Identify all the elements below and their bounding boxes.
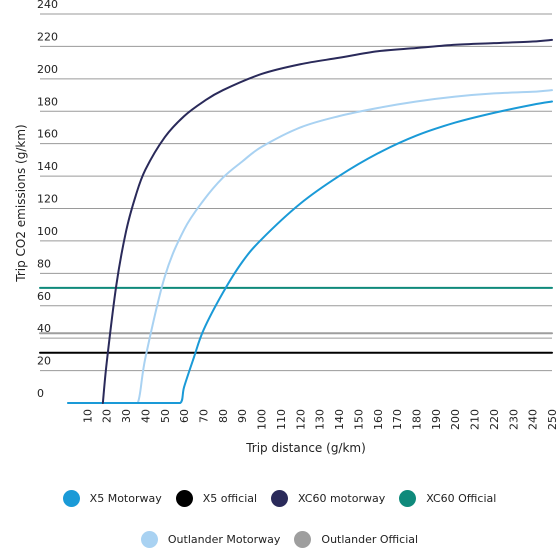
legend-label: Outlander Official	[321, 533, 419, 546]
x-tick-label: 170	[391, 409, 404, 430]
legend-swatch	[175, 490, 193, 507]
y-tick-label: 240	[37, 0, 58, 11]
x-tick-label: 80	[217, 409, 230, 423]
legend-swatch	[271, 490, 289, 507]
x-axis-title: Trip distance (g/km)	[245, 441, 366, 455]
x-tick-label: 30	[120, 409, 133, 423]
y-axis-ticks: 0 20 40 60 80 100 120 140 160 180 200 220 240	[37, 0, 58, 400]
y-tick-label: 40	[37, 322, 51, 335]
series-line-xc60-motorway	[101, 38, 553, 404]
legend-swatch	[294, 531, 312, 548]
series-line-outlander-motorway	[67, 89, 553, 404]
legend-row-2: Outlander Motorway Outlander Official	[0, 531, 559, 548]
legend-swatch	[140, 531, 158, 548]
x-tick-label: 150	[352, 409, 365, 430]
x-tick-label: 180	[410, 409, 423, 430]
x-tick-label: 140	[333, 409, 346, 430]
x-axis-ticks: 10 20 30 40 50 60 70 80 90 100 110 120 130 140 150 160 1…	[81, 409, 559, 430]
y-tick-label: 180	[37, 95, 58, 108]
y-tick-label: 200	[37, 63, 58, 76]
legend-label: Outlander Motorway	[167, 533, 281, 546]
legend-row-1: X5 Motorway X5 official XC60 motorway XC60 …	[0, 490, 559, 507]
legend-swatch	[399, 490, 417, 507]
x-tick-label: 20	[101, 409, 114, 423]
x-tick-label: 40	[139, 409, 152, 423]
y-tick-label: 100	[37, 225, 58, 238]
legend-item-x5-motorway: X5 Motorway	[62, 490, 162, 507]
y-tick-label: 0	[37, 387, 44, 400]
y-tick-label: 140	[37, 160, 58, 173]
legend-item-xc60-motorway: XC60 motorway	[271, 490, 385, 507]
series-line-x5-motorway	[67, 100, 553, 404]
x-tick-label: 240	[527, 409, 540, 430]
y-tick-label: 120	[37, 193, 58, 206]
legend-swatch	[62, 490, 80, 507]
x-tick-label: 120	[294, 409, 307, 430]
x-tick-label: 100	[256, 409, 269, 430]
y-axis-title: Trip CO2 emissions (g/km)	[14, 124, 28, 282]
x-tick-label: 250	[546, 409, 559, 430]
y-tick-label: 20	[37, 355, 51, 368]
legend-label: X5 official	[202, 492, 258, 505]
legend-item-x5-official: X5 official	[175, 490, 258, 507]
x-tick-label: 60	[178, 409, 191, 423]
x-tick-label: 160	[372, 409, 385, 430]
x-tick-label: 230	[507, 409, 520, 430]
x-tick-label: 210	[469, 409, 482, 430]
grid-lines	[40, 13, 552, 372]
series-lines	[39, 38, 553, 404]
x-tick-label: 130	[314, 409, 327, 430]
x-tick-label: 200	[449, 409, 462, 430]
y-tick-label: 60	[37, 290, 51, 303]
legend-item-outlander-official: Outlander Official	[294, 531, 418, 548]
legend-label: X5 Motorway	[89, 492, 162, 505]
y-tick-label: 80	[37, 257, 51, 270]
legend-label: XC60 motorway	[298, 492, 386, 505]
x-tick-label: 90	[236, 409, 249, 423]
y-tick-label: 220	[37, 30, 58, 43]
legend-item-xc60-official: XC60 Official	[399, 490, 496, 507]
legend-label: XC60 Official	[426, 492, 497, 505]
x-tick-label: 220	[488, 409, 501, 430]
x-tick-label: 50	[159, 409, 172, 423]
x-tick-label: 10	[81, 409, 94, 423]
y-tick-label: 160	[37, 128, 58, 141]
x-tick-label: 70	[198, 409, 211, 423]
legend-item-outlander-motorway: Outlander Motorway	[140, 531, 281, 548]
x-tick-label: 190	[430, 409, 443, 430]
x-tick-label: 110	[275, 409, 288, 430]
